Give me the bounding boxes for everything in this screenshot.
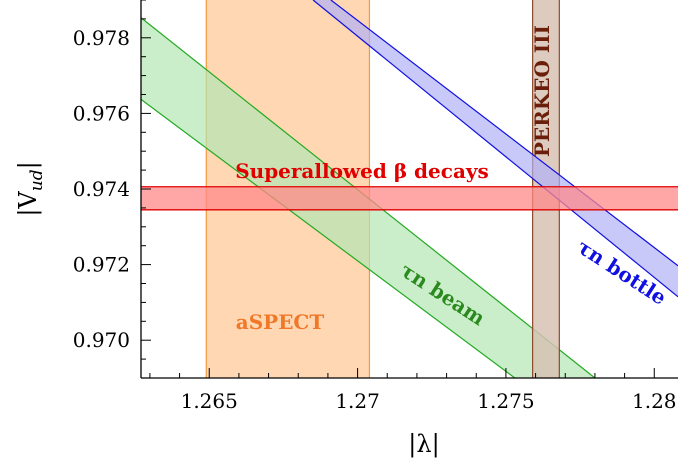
- n-bottle-band-upper-edge: [330, 0, 678, 267]
- n-beam-band-lower-edge: [141, 98, 516, 378]
- x-tick-label: 1.27: [335, 389, 380, 413]
- x-tick-label: 1.265: [181, 389, 238, 413]
- y-axis-title: |Vud|: [14, 161, 47, 216]
- y-tick-label: 0.970: [73, 328, 130, 352]
- n-bottle-band-lower-edge: [312, 0, 678, 298]
- x-tick-label: 1.28: [632, 389, 677, 413]
- y-tick-label: 0.976: [73, 101, 130, 125]
- y-tick-label: 0.978: [73, 26, 130, 50]
- y-tick-label: 0.972: [73, 253, 130, 277]
- superallowed-label: Superallowed β decays: [235, 159, 489, 183]
- superallowed-band: [141, 186, 678, 210]
- x-axis-title: |λ|: [408, 430, 439, 459]
- x-tick-label: 1.275: [477, 389, 534, 413]
- aspect-label: aSPECT: [236, 310, 325, 334]
- perkeo-label: PERKEO III: [530, 25, 554, 157]
- y-tick-label: 0.974: [73, 177, 130, 201]
